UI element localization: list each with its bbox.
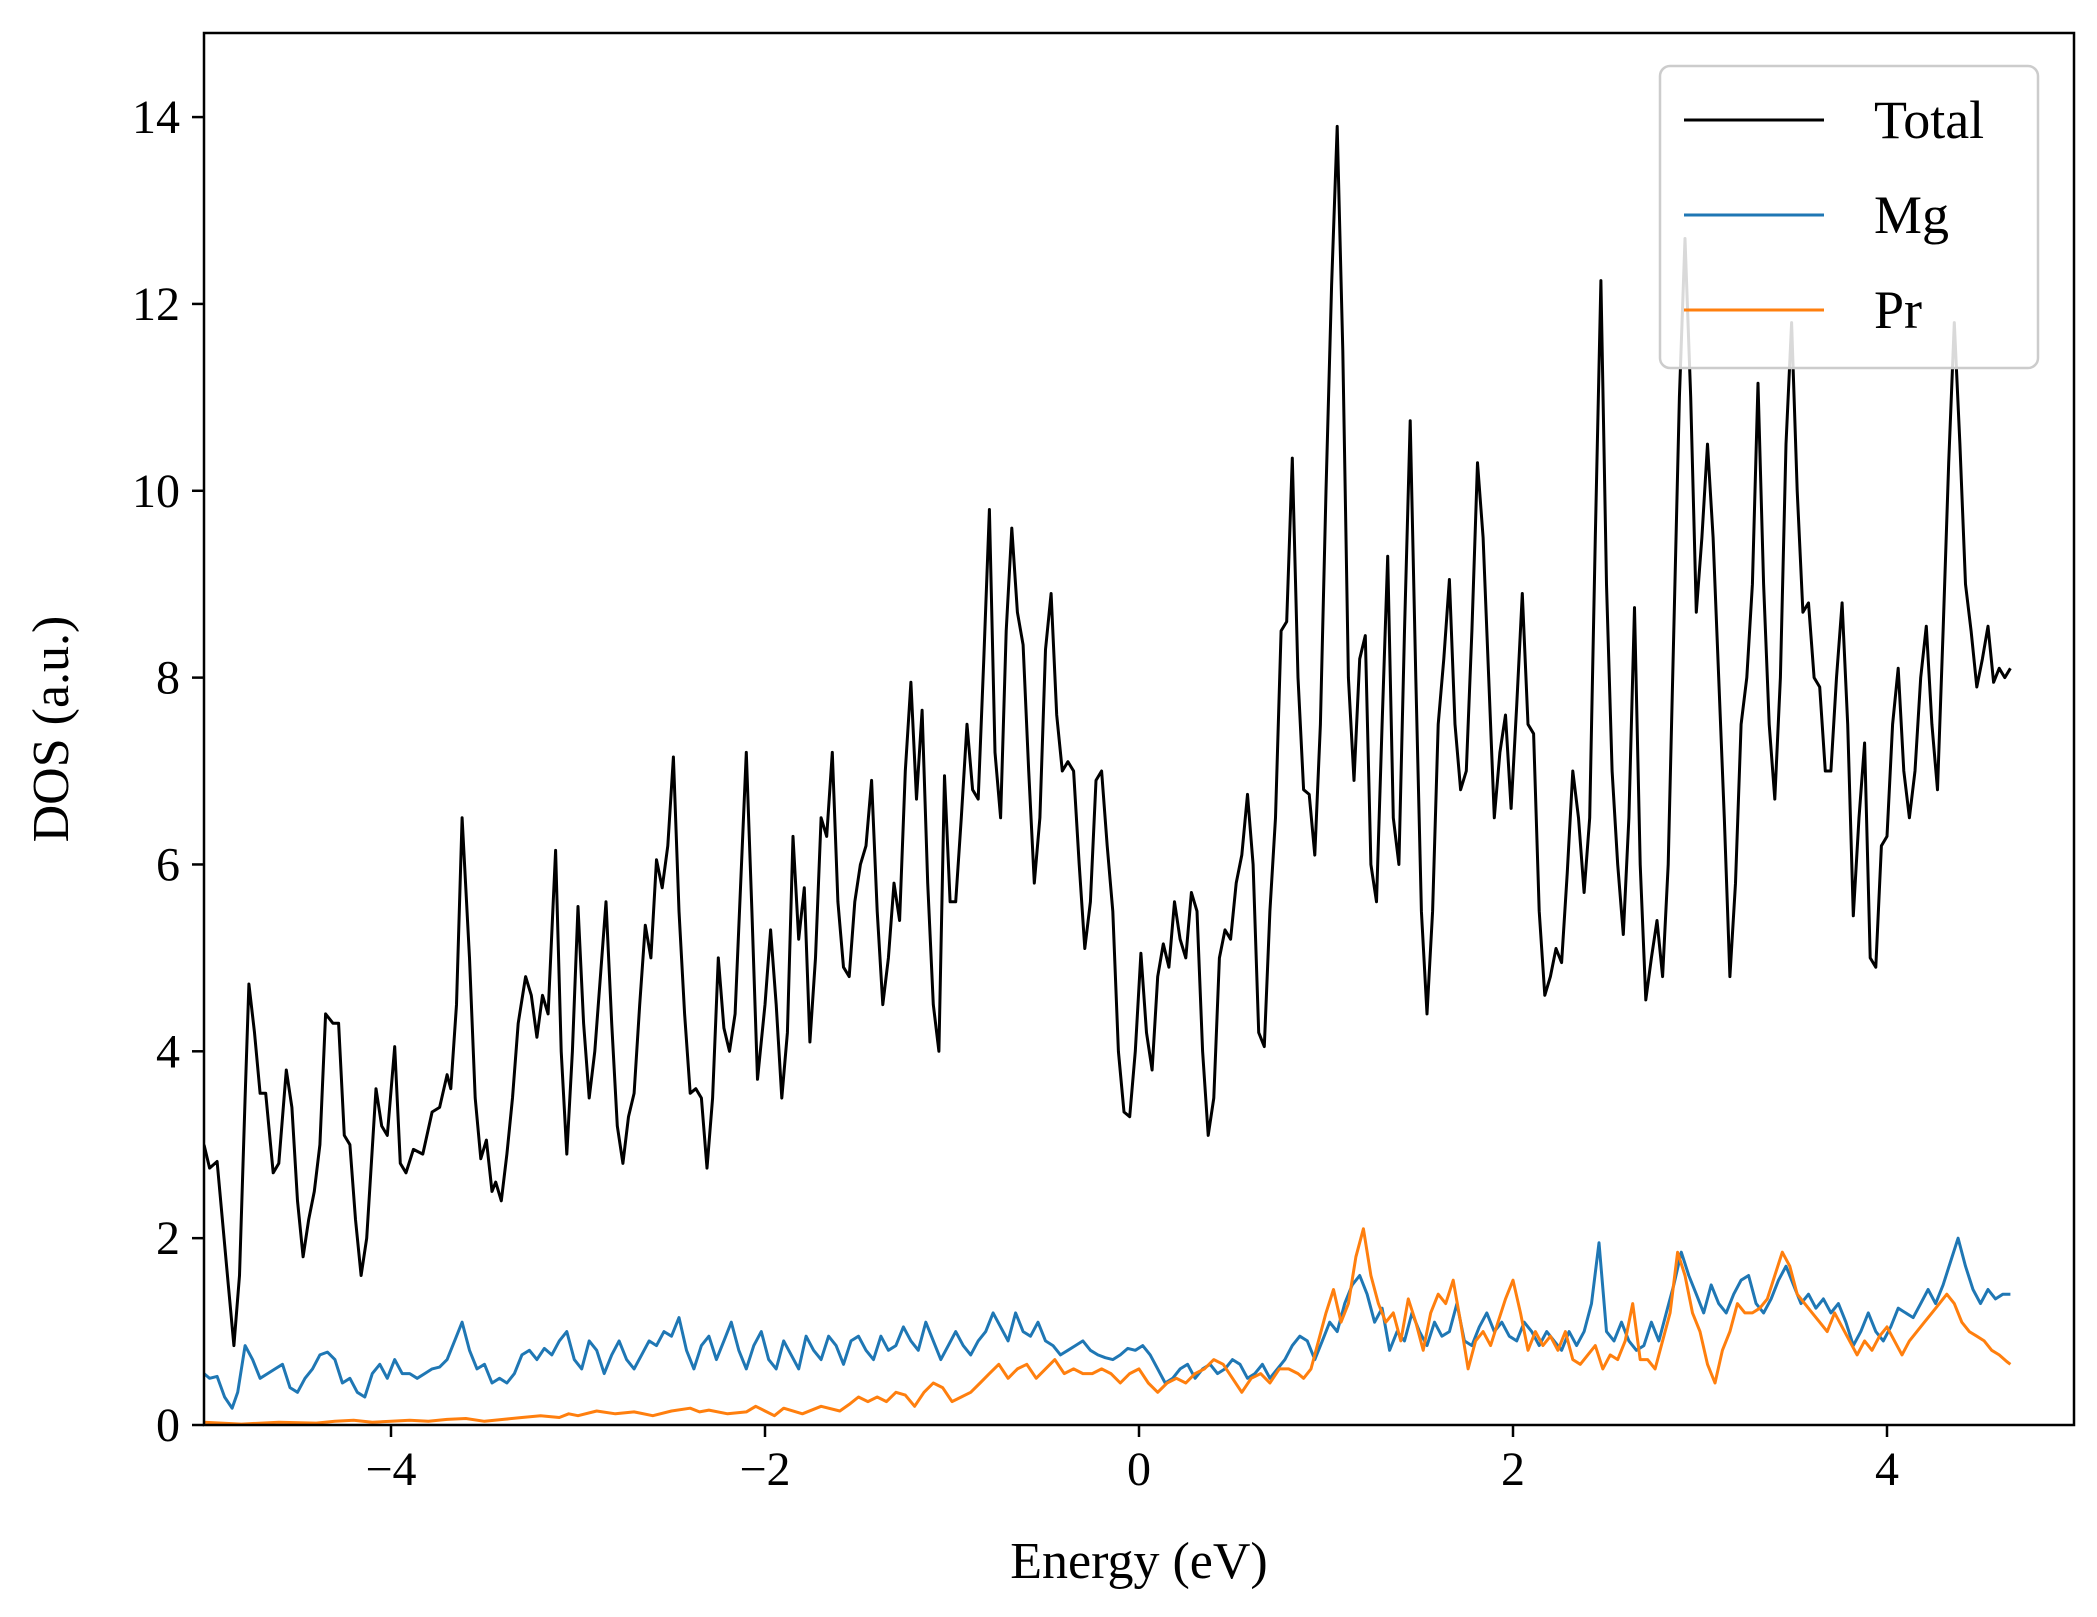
- legend-label-mg: Mg: [1874, 185, 1949, 245]
- series-line-pr: [204, 1227, 2012, 1425]
- y-axis-label: DOS (a.u.): [23, 616, 80, 843]
- legend-box: [1658, 64, 2040, 370]
- x-tick-label: 0: [1127, 1443, 1151, 1496]
- y-tick-label: 8: [156, 652, 180, 705]
- y-tick-label: 2: [156, 1212, 180, 1265]
- x-tick-label: −4: [365, 1443, 416, 1496]
- legend-label-total: Total: [1874, 90, 1984, 150]
- x-tick-label: 2: [1501, 1443, 1525, 1496]
- y-tick-label: 14: [132, 91, 180, 144]
- series-line-total: [204, 124, 2012, 1348]
- y-tick-label: 12: [132, 278, 180, 331]
- y-tick-label: 0: [156, 1399, 180, 1452]
- y-tick-label: 6: [156, 838, 180, 891]
- legend: Total Mg Pr: [1658, 64, 2040, 370]
- y-tick-label: 4: [156, 1025, 180, 1078]
- x-tick-label: −2: [739, 1443, 790, 1496]
- legend-label-pr: Pr: [1874, 280, 1922, 340]
- x-tick-label: 4: [1875, 1443, 1899, 1496]
- legend-items: Total Mg Pr: [1684, 90, 1984, 340]
- series-layer: [204, 124, 2012, 1425]
- y-tick-label: 10: [132, 465, 180, 518]
- x-axis-label: Energy (eV): [1010, 1533, 1268, 1590]
- ticks-layer: −4 −2 0 2 4 0 2 4 6 8 10 12 14: [132, 91, 1899, 1496]
- series-line-mg: [204, 1236, 2011, 1410]
